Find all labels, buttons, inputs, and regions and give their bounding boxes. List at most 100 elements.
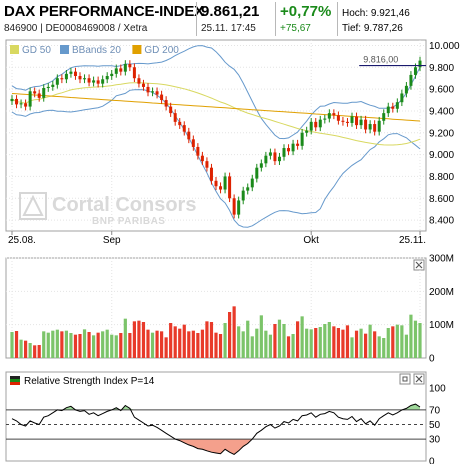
- candle-body: [368, 124, 372, 130]
- price-candle: [309, 118, 313, 135]
- price-candle: [268, 148, 272, 160]
- candle-body: [24, 103, 28, 107]
- price-candle: [60, 74, 64, 84]
- legend-swatch: [132, 45, 142, 54]
- candle-body: [386, 106, 390, 114]
- candle-body: [87, 78, 91, 83]
- volume-bar: [123, 318, 127, 358]
- candle-body: [400, 93, 404, 103]
- price-tick-label: 8.800: [429, 172, 454, 183]
- candle-body: [296, 143, 300, 146]
- price-candle: [19, 99, 23, 109]
- volume-close-icon[interactable]: [413, 259, 425, 271]
- volume-bar: [336, 328, 340, 358]
- volume-bar: [132, 321, 136, 358]
- rsi-tick-label: 0: [429, 457, 435, 464]
- price-tick-label: 9.000: [429, 150, 454, 161]
- volume-tick-label: 0: [429, 354, 435, 365]
- volume-bar: [305, 328, 309, 358]
- price-candle: [341, 116, 345, 126]
- price-candle: [128, 60, 132, 72]
- volume-bar: [200, 329, 204, 358]
- price-candle: [196, 143, 200, 160]
- candle-body: [160, 94, 164, 101]
- volume-bar: [28, 343, 32, 358]
- price-candle: [114, 64, 118, 78]
- candle-body: [255, 167, 259, 179]
- candle-body: [110, 73, 114, 77]
- volume-bar: [137, 320, 141, 358]
- candle-body: [173, 113, 177, 122]
- volume-bar: [110, 334, 114, 358]
- volume-bar: [255, 328, 259, 358]
- price-candle: [323, 114, 327, 124]
- volume-bar: [282, 324, 286, 358]
- volume-bar: [241, 331, 245, 358]
- volume-bar: [209, 322, 214, 358]
- rsi-tick-label: 70: [429, 405, 441, 416]
- volume-bar: [232, 306, 236, 358]
- candle-body: [273, 152, 277, 162]
- volume-bar: [404, 334, 408, 358]
- rsi-tick-label: 30: [429, 435, 441, 446]
- price-candle: [232, 194, 236, 219]
- volume-bar: [223, 323, 227, 358]
- candle-body: [191, 139, 195, 147]
- candle-body: [268, 152, 272, 156]
- candle-body: [196, 146, 200, 156]
- price-tick-label: 8.600: [429, 194, 454, 205]
- volume-bar: [373, 331, 377, 358]
- price-candle: [327, 109, 331, 123]
- price-candle: [200, 151, 204, 165]
- price-candle: [123, 60, 127, 76]
- volume-bar: [377, 336, 381, 358]
- candle-body: [83, 78, 87, 80]
- volume-bar: [268, 334, 272, 358]
- price-candle: [191, 135, 195, 151]
- price-candle: [173, 109, 177, 126]
- rsi-close-icon[interactable]: [413, 373, 425, 385]
- header-divider: [196, 2, 197, 36]
- price-candle: [382, 109, 386, 125]
- price-candle: [291, 139, 295, 156]
- legend-label: GD 50: [22, 45, 51, 56]
- volume-bar: [359, 328, 363, 358]
- volume-bar: [323, 324, 327, 358]
- legend-label: GD 200: [144, 45, 179, 56]
- header-divider: [275, 2, 276, 36]
- candle-body: [323, 118, 327, 120]
- candle-body: [259, 163, 263, 168]
- candle-body: [155, 91, 159, 95]
- day-low: Tief: 9.787,26: [342, 23, 403, 34]
- volume-bar: [368, 324, 372, 358]
- candle-body: [373, 124, 377, 132]
- price-candle: [205, 157, 209, 172]
- price-candle: [24, 99, 28, 111]
- candle-body: [341, 120, 345, 122]
- candle-body: [55, 78, 59, 85]
- volume-bar: [114, 335, 118, 358]
- price-candle: [314, 118, 318, 132]
- price-candle: [223, 172, 227, 194]
- candle-body: [345, 121, 349, 123]
- volume-bar: [33, 345, 37, 358]
- price-candle: [155, 87, 159, 99]
- candle-body: [10, 98, 14, 102]
- volume-bar: [164, 337, 168, 358]
- candle-body: [73, 71, 77, 77]
- price-candle: [160, 90, 164, 104]
- candle-body: [336, 115, 340, 121]
- volume-tick-label: 100M: [429, 320, 454, 331]
- volume-bar: [60, 331, 64, 358]
- volume-bar: [14, 331, 19, 358]
- price-candle: [37, 89, 41, 102]
- price-candle: [255, 163, 259, 183]
- candle-body: [96, 80, 100, 84]
- price-candle: [391, 102, 395, 113]
- rsi-legend-icon: [10, 376, 20, 385]
- candle-body: [101, 79, 105, 84]
- price-candle: [345, 118, 349, 127]
- rsi-settings-icon[interactable]: [399, 373, 411, 385]
- candle-body: [205, 161, 209, 168]
- price-candle: [287, 144, 291, 156]
